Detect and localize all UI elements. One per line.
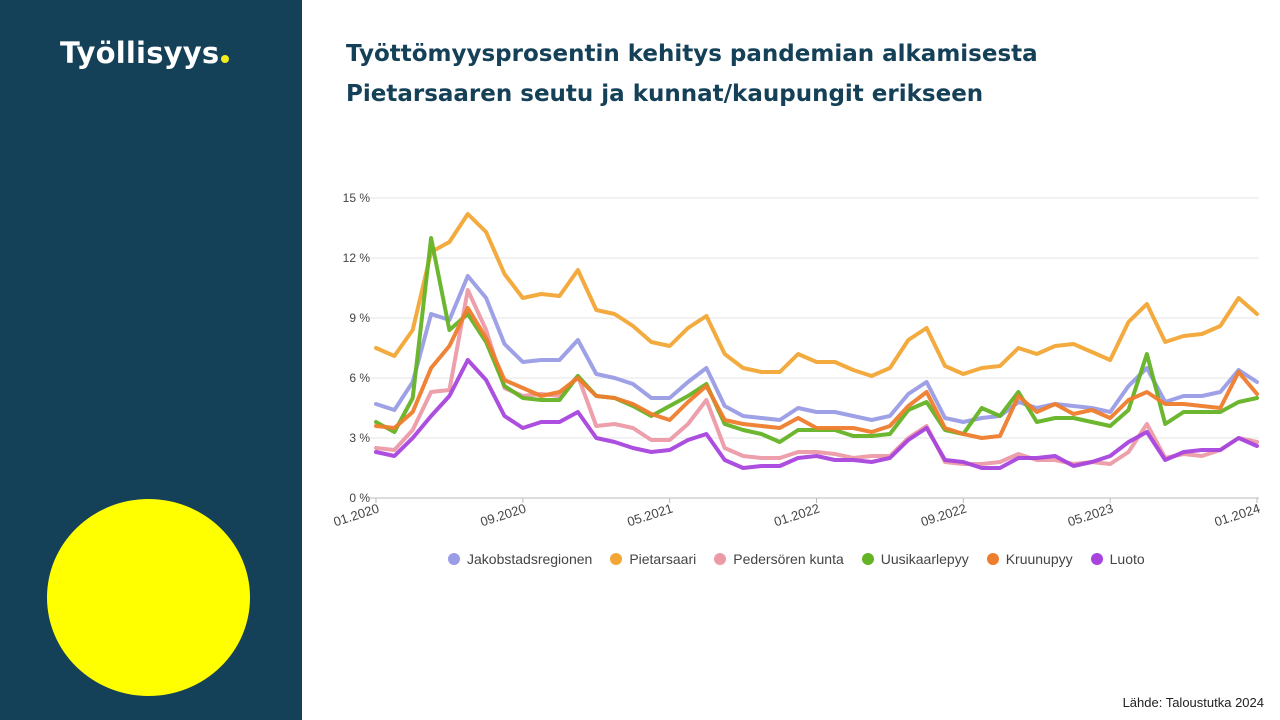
y-tick-label: 15 % xyxy=(343,191,371,205)
chart-legend: Jakobstadsregionen Pietarsaari Pedersören … xyxy=(448,551,1145,567)
legend-swatch xyxy=(610,553,623,565)
title-line-1: Työttömyysprosentin kehitys pandemian al… xyxy=(346,41,1038,67)
brand-dot xyxy=(221,55,230,63)
line-chart: 0 %3 %6 %9 %12 %15 %01.2020 09.2020 05.202… xyxy=(332,191,1260,530)
legend-swatch xyxy=(1090,553,1103,565)
y-tick-label: 12 % xyxy=(343,251,371,265)
x-tick-label: 09.2020 xyxy=(478,501,527,530)
x-tick-label: 05.2021 xyxy=(625,501,674,530)
x-tick-label: 01.2024 xyxy=(1213,501,1260,530)
legend-swatch xyxy=(714,553,727,565)
legend-label: Pedersören kunta xyxy=(733,551,844,567)
y-tick-label: 9 % xyxy=(349,311,370,325)
legend-item: Luoto xyxy=(1090,551,1145,567)
legend-label: Kruunupyy xyxy=(1005,551,1073,567)
legend-swatch xyxy=(861,553,874,565)
legend-item: Jakobstadsregionen xyxy=(448,551,592,567)
legend-label: Pietarsaari xyxy=(629,551,697,567)
legend-item: Pedersören kunta xyxy=(714,551,844,567)
series-line-jakobstadsregionen xyxy=(374,274,1259,424)
legend-label: Luoto xyxy=(1109,551,1145,567)
legend-label: Uusikaarlepyy xyxy=(880,551,969,567)
source-note: Lähde: Taloustutka 2024 xyxy=(1122,695,1264,710)
sidebar: Työllisyys xyxy=(0,0,302,720)
title-line-2: Pietarsaaren seutu ja kunnat/kaupungit e… xyxy=(346,81,984,107)
yellow-circle-decoration xyxy=(47,499,250,696)
brand-name: Työllisyys xyxy=(60,36,220,70)
y-tick-label: 0 % xyxy=(349,491,370,505)
x-tick-label: 09.2022 xyxy=(919,501,968,530)
y-tick-label: 3 % xyxy=(349,431,370,445)
legend-swatch xyxy=(986,553,999,565)
legend-label: Jakobstadsregionen xyxy=(467,551,593,567)
slide-title: Työttömyysprosentin kehitys pandemian al… xyxy=(346,34,1246,114)
legend-item: Uusikaarlepyy xyxy=(861,551,969,567)
legend-swatch xyxy=(448,553,460,565)
series-line-pietarsaari xyxy=(374,212,1259,378)
series-line-luoto xyxy=(374,358,1259,470)
series-line-kruunupyy xyxy=(374,306,1259,440)
x-tick-label: 05.2023 xyxy=(1066,501,1115,530)
x-tick-label: 01.2022 xyxy=(772,501,821,530)
legend-item: Kruunupyy xyxy=(986,551,1073,567)
brand-logo: Työllisyys xyxy=(60,36,230,70)
legend-item: Pietarsaari xyxy=(610,551,696,567)
y-tick-label: 6 % xyxy=(349,371,370,385)
